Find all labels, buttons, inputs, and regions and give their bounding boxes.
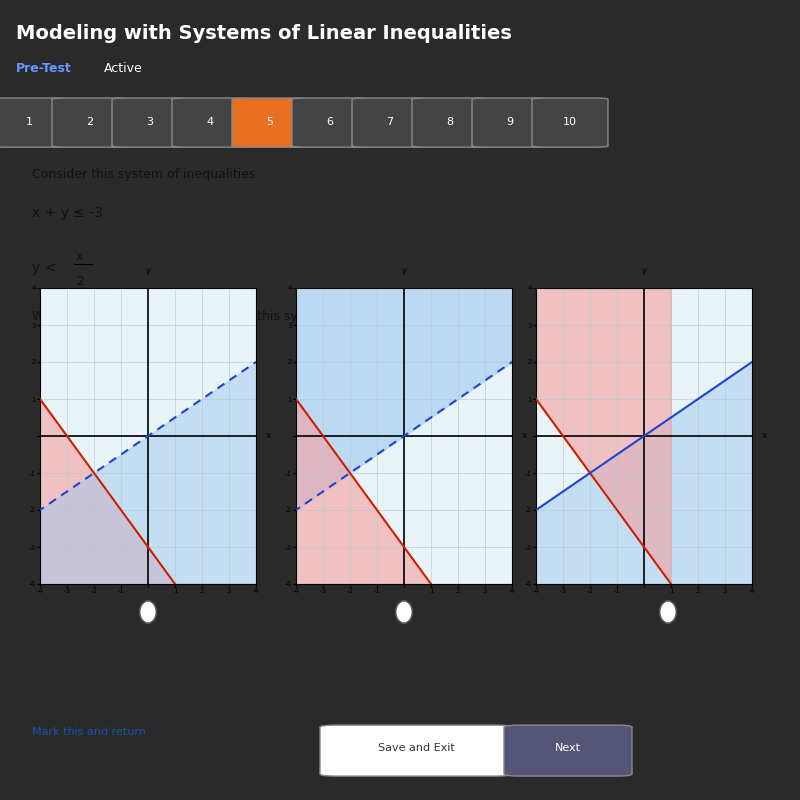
FancyBboxPatch shape xyxy=(412,98,488,147)
FancyBboxPatch shape xyxy=(232,98,308,147)
Text: Modeling with Systems of Linear Inequalities: Modeling with Systems of Linear Inequali… xyxy=(16,24,512,43)
Text: 5: 5 xyxy=(266,117,273,127)
FancyBboxPatch shape xyxy=(352,98,428,147)
FancyBboxPatch shape xyxy=(0,98,68,147)
Circle shape xyxy=(139,601,157,623)
Text: Which graph shows the solution for this system?: Which graph shows the solution for this … xyxy=(32,310,336,322)
Text: x: x xyxy=(76,250,83,263)
FancyBboxPatch shape xyxy=(172,98,248,147)
Text: 8: 8 xyxy=(446,117,453,127)
Text: 7: 7 xyxy=(386,117,393,127)
Text: Consider this system of inequalities.: Consider this system of inequalities. xyxy=(32,168,259,182)
FancyBboxPatch shape xyxy=(292,98,368,147)
FancyBboxPatch shape xyxy=(504,725,632,776)
Text: 10: 10 xyxy=(562,117,577,127)
Text: x: x xyxy=(266,431,270,441)
FancyBboxPatch shape xyxy=(112,98,188,147)
Text: y < x/2: y < x/2 xyxy=(0,799,1,800)
Text: Save and Exit: Save and Exit xyxy=(378,743,454,753)
Text: Active: Active xyxy=(104,62,142,75)
FancyBboxPatch shape xyxy=(532,98,608,147)
Text: x: x xyxy=(762,431,766,441)
Text: y <: y < xyxy=(32,261,61,274)
Text: 3: 3 xyxy=(146,117,153,127)
Text: 1: 1 xyxy=(26,117,33,127)
Text: 6: 6 xyxy=(326,117,333,127)
Text: Pre-Test: Pre-Test xyxy=(16,62,72,75)
Text: 2: 2 xyxy=(86,117,93,127)
Text: x + y ≤ -3: x + y ≤ -3 xyxy=(32,206,103,220)
FancyBboxPatch shape xyxy=(320,725,512,776)
Text: 9: 9 xyxy=(506,117,513,127)
Circle shape xyxy=(396,601,413,623)
Text: y: y xyxy=(402,266,406,275)
Text: y: y xyxy=(146,266,150,275)
Text: 4: 4 xyxy=(206,117,213,127)
Text: x: x xyxy=(522,431,526,441)
FancyBboxPatch shape xyxy=(52,98,128,147)
FancyBboxPatch shape xyxy=(472,98,548,147)
Text: Next: Next xyxy=(555,743,581,753)
Text: y: y xyxy=(642,266,646,275)
Text: 2: 2 xyxy=(76,275,84,289)
Circle shape xyxy=(659,601,677,623)
Text: Mark this and return: Mark this and return xyxy=(32,727,146,738)
